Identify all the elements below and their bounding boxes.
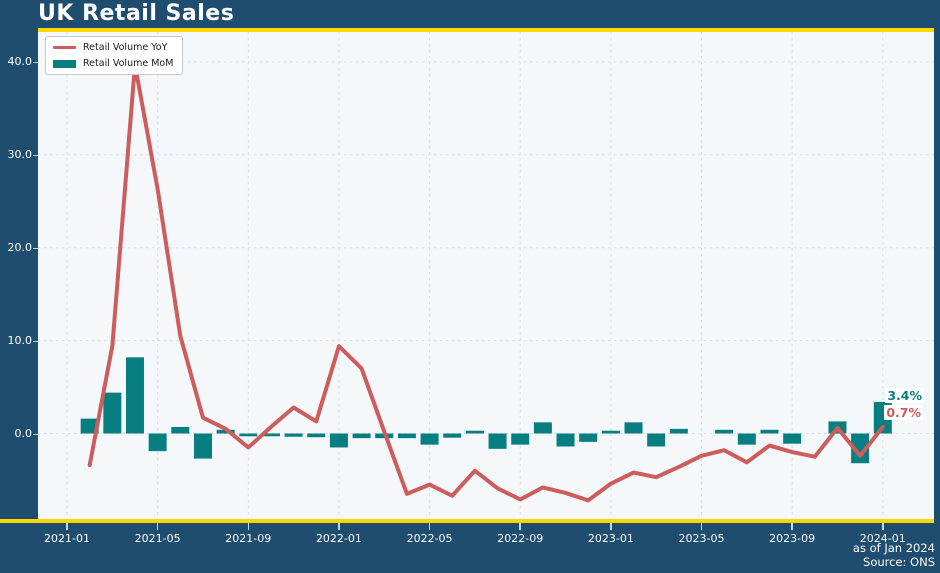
- x-tick-label: 2021-09: [225, 532, 272, 545]
- mom-bar-2021-04: [125, 357, 144, 434]
- mom-bar-2021-02: [80, 418, 99, 434]
- mom-bar-2022-01: [329, 433, 348, 448]
- x-tick-label: 2022-01: [315, 532, 362, 545]
- y-tick-mark: [33, 247, 38, 250]
- mom-bar-2021-05: [148, 433, 167, 452]
- y-tick-label: 0.0: [14, 426, 33, 440]
- as-of-text: as of Jan 2024: [852, 541, 935, 555]
- mom-bar-2022-08: [488, 433, 507, 449]
- mom-bar-2021-11: [284, 433, 303, 437]
- legend-label-mom: Retail Volume MoM: [83, 58, 174, 69]
- yoy-end-value-label: 0.7%: [884, 405, 923, 420]
- mom-bar-2022-10: [533, 422, 552, 434]
- mom-bar-2022-06: [443, 433, 462, 438]
- mom-bar-2021-03: [103, 392, 122, 434]
- mom-bar-2021-09: [239, 433, 258, 437]
- legend: Retail Volume YoY Retail Volume MoM: [45, 36, 184, 75]
- mom-bar-2021-08: [216, 429, 235, 434]
- mom-bar-2023-06: [715, 429, 734, 434]
- legend-item-mom: Retail Volume MoM: [53, 58, 173, 69]
- x-tick-mark: [428, 523, 431, 530]
- y-tick-label: 30.0: [7, 147, 33, 161]
- x-tick-mark: [338, 523, 340, 530]
- legend-label-yoy: Retail Volume YoY: [83, 42, 168, 53]
- footnote: as of Jan 2024 Source: ONS: [852, 541, 935, 569]
- mom-bar-2023-03: [647, 433, 666, 447]
- mom-bar-2023-01: [601, 430, 620, 434]
- mom-bar-swatch: [53, 59, 76, 68]
- x-tick-label: 2023-05: [678, 532, 725, 545]
- mom-bar-2022-11: [556, 433, 575, 447]
- mom-bar-2022-12: [579, 433, 598, 442]
- mom-bar-2021-07: [193, 433, 212, 459]
- legend-item-yoy: Retail Volume YoY: [53, 42, 173, 53]
- x-tick-label: 2022-05: [406, 532, 453, 545]
- mom-bar-2023-02: [624, 422, 643, 434]
- x-tick-label: 2021-05: [134, 532, 181, 545]
- x-tick-mark: [66, 523, 68, 530]
- top-accent-rule: [38, 28, 934, 32]
- y-tick-label: 20.0: [7, 240, 33, 254]
- chart-title: UK Retail Sales: [38, 1, 235, 26]
- mom-bar-2022-05: [420, 433, 439, 445]
- x-tick-mark: [156, 523, 159, 530]
- y-tick-mark: [33, 340, 38, 343]
- mom-bar-2023-09: [783, 433, 802, 444]
- x-tick-label: 2024-01: [859, 532, 906, 545]
- mom-bar-2022-02: [352, 433, 371, 439]
- x-tick-label: 2021-01: [44, 532, 90, 545]
- x-tick-mark: [882, 523, 884, 530]
- x-tick-label: 2023-01: [587, 532, 634, 545]
- x-tick-mark: [519, 523, 521, 530]
- mom-bar-2021-06: [171, 426, 190, 434]
- y-tick-mark: [33, 154, 38, 157]
- mom-bar-2022-04: [397, 433, 416, 439]
- x-tick-mark: [610, 523, 612, 530]
- mom-end-value-label: 3.4%: [885, 388, 924, 403]
- x-tick-mark: [247, 523, 250, 530]
- mom-bar-2022-09: [511, 433, 530, 445]
- mom-bar-2023-08: [760, 429, 779, 434]
- bottom-accent-rule: [0, 519, 934, 523]
- y-tick-label: 40.0: [7, 54, 33, 68]
- x-tick-label: 2022-09: [497, 532, 544, 545]
- source-text: Source: ONS: [863, 554, 935, 569]
- y-tick-mark: [33, 433, 38, 435]
- plot-area: Retail Volume YoY Retail Volume MoM 3.4%…: [38, 32, 934, 520]
- x-tick-mark: [791, 523, 793, 530]
- mom-bar-2021-10: [261, 433, 280, 437]
- x-tick-mark: [700, 523, 703, 530]
- x-tick-label: 2023-09: [769, 532, 816, 545]
- mom-bar-2023-12: [851, 433, 870, 464]
- y-tick-label: 10.0: [7, 333, 33, 347]
- chart-canvas: [38, 32, 934, 520]
- y-tick-mark: [33, 61, 38, 64]
- mom-bar-2022-07: [465, 430, 484, 434]
- mom-bar-2023-07: [737, 433, 756, 445]
- yoy-line-swatch: [53, 45, 76, 50]
- yoy-line: [87, 62, 885, 503]
- mom-bar-2023-04: [669, 428, 688, 434]
- mom-bar-2021-12: [307, 433, 326, 438]
